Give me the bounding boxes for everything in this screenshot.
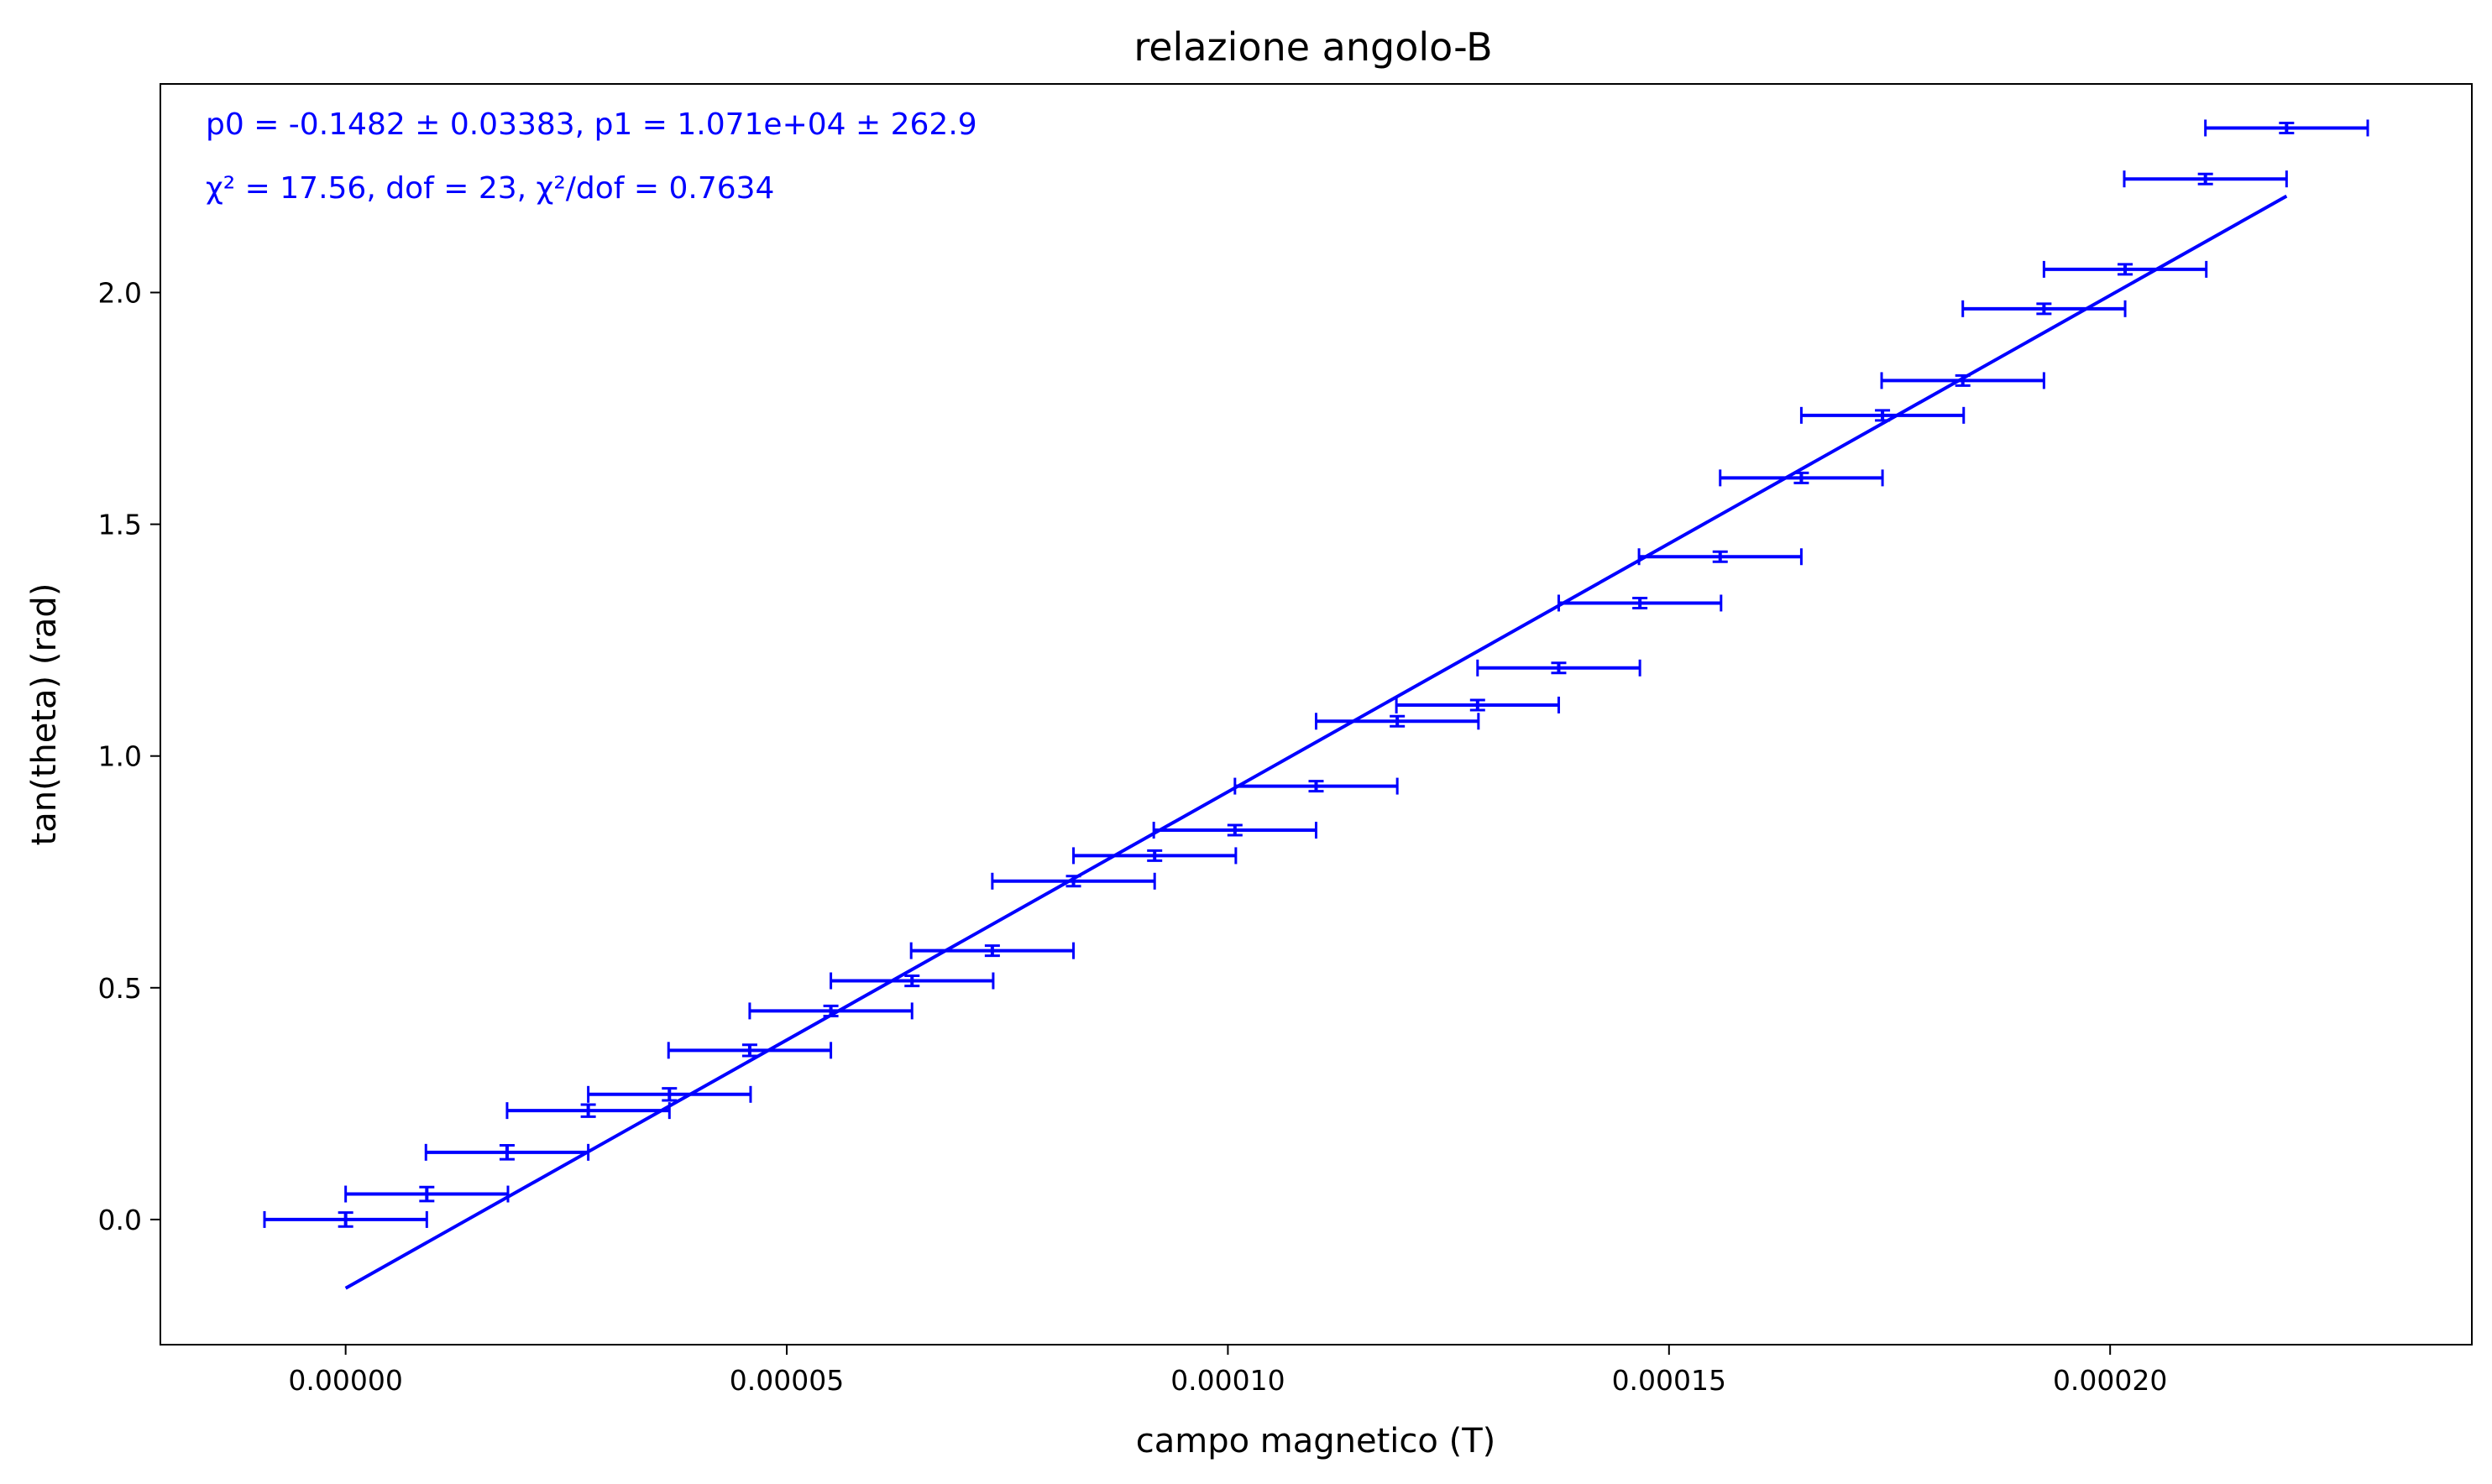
data-point [505, 1102, 671, 1120]
x-axis-label: campo magnetico (T) [1136, 1422, 1496, 1460]
y-axis-label: tan(theta) (rad) [25, 583, 64, 846]
data-point [1557, 594, 1723, 612]
data-point [2204, 119, 2369, 137]
data-point [1152, 822, 1317, 839]
x-tick-label: 0.00020 [2053, 1364, 2167, 1397]
data-point [667, 1042, 833, 1059]
data-points-layer [263, 119, 2369, 1228]
data-point [344, 1185, 510, 1203]
data-point [1799, 406, 1966, 424]
data-point [1719, 469, 1884, 487]
x-tick-label: 0.00000 [288, 1364, 402, 1397]
data-point [991, 872, 1156, 890]
data-point [587, 1085, 752, 1103]
plot-area: 0.00000 0.00005 0.00010 0.00015 0.00020 0.00… [98, 83, 2473, 1397]
data-point [1961, 300, 2127, 317]
data-point [830, 972, 995, 990]
data-point [2123, 170, 2288, 188]
data-point [1880, 372, 2045, 389]
y-tick-label: 0.5 [98, 972, 142, 1005]
data-point [1072, 847, 1238, 865]
x-ticks: 0.00000 0.00005 0.00010 0.00015 0.00020 [288, 1345, 2167, 1397]
data-point [1315, 713, 1480, 730]
data-point [909, 942, 1076, 959]
y-ticks: 0.0 0.5 1.0 1.5 2.0 [98, 276, 160, 1236]
x-tick-label: 0.00010 [1170, 1364, 1285, 1397]
x-tick-label: 0.00015 [1612, 1364, 1726, 1397]
y-tick-label: 0.0 [98, 1204, 142, 1236]
axes-frame [160, 83, 2473, 1346]
chi-square-annotation: χ² = 17.56, dof = 23, χ²/dof = 0.7634 [206, 171, 774, 206]
chart-title: relazione angolo-B [1133, 24, 1492, 70]
data-point [424, 1143, 590, 1161]
data-point [263, 1210, 428, 1228]
data-point [2042, 260, 2208, 278]
data-point [748, 1002, 914, 1020]
data-point [1395, 696, 1560, 713]
x-tick-label: 0.00005 [730, 1364, 844, 1397]
y-tick-label: 1.5 [98, 509, 142, 541]
data-point [1637, 548, 1803, 566]
fit-params-annotation: p0 = -0.1482 ± 0.03383, p1 = 1.071e+04 ±… [206, 107, 977, 142]
data-point [1233, 777, 1399, 795]
y-tick-label: 1.0 [98, 740, 142, 773]
y-tick-label: 2.0 [98, 276, 142, 309]
data-point [1476, 659, 1641, 677]
